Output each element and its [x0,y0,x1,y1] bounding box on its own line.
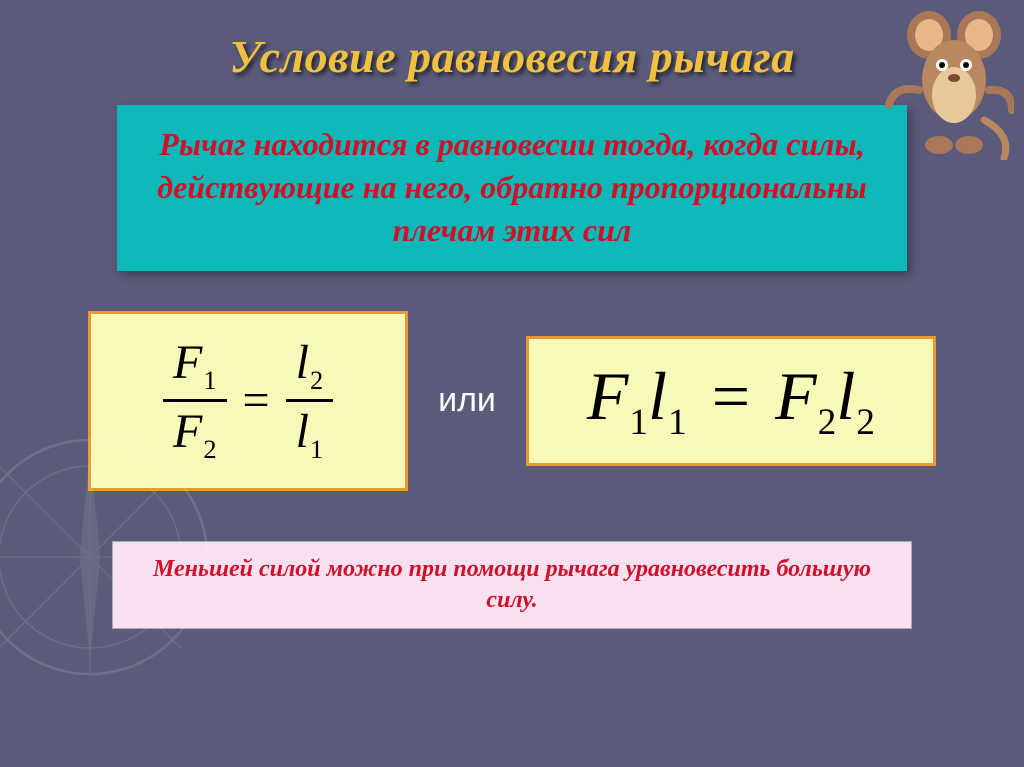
sub: 2 [856,402,875,443]
slide: Условие равновесия рычага Рычаг находитс… [0,0,1024,767]
sub: 2 [310,365,323,395]
var: F [587,358,629,434]
mouse-cartoon-icon [884,10,1014,160]
fraction-left: F1 F2 [163,333,227,467]
sub: 1 [310,434,323,464]
definition-text: Рычаг находится в равновесии тогда, когд… [141,123,883,253]
sub: 2 [818,402,837,443]
sub: 1 [668,402,687,443]
bottom-note-text: Меньшей силой можно при помощи рычага ур… [133,554,891,616]
var: F [173,405,202,458]
var: F [173,336,202,389]
or-label: или [438,381,496,420]
sub: 1 [203,365,216,395]
var: l [648,358,667,434]
equals-sign: = [243,373,270,428]
bottom-note-box: Меньшей силой можно при помощи рычага ур… [112,541,912,629]
var: l [836,358,855,434]
formula-product: F1l1 = F2l2 [526,336,936,466]
var: l [296,336,309,389]
sub: 2 [203,434,216,464]
fraction-right: l2 l1 [286,333,334,467]
formula-ratio: F1 F2 = l2 l1 [88,311,408,491]
formulas-row: F1 F2 = l2 l1 или F1l1 = F2l2 [60,311,964,491]
sub: 1 [629,402,648,443]
page-title: Условие равновесия рычага [60,30,964,83]
var: l [296,405,309,458]
var: F [775,358,817,434]
definition-box: Рычаг находится в равновесии тогда, когд… [117,105,907,271]
